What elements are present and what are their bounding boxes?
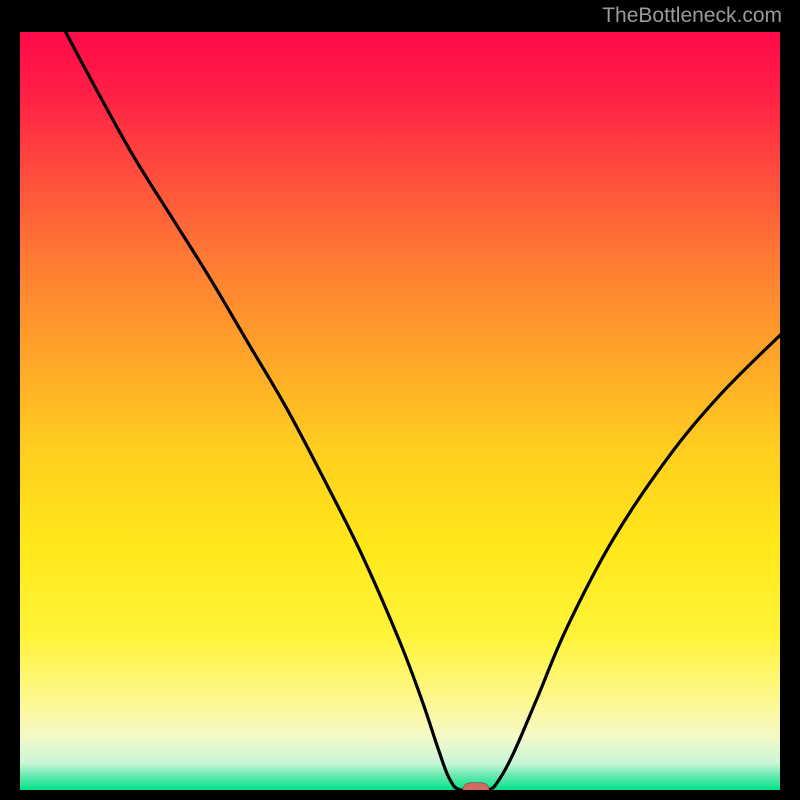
chart-frame <box>20 32 780 790</box>
watermark-text: TheBottleneck.com <box>602 4 782 28</box>
chart-background <box>20 32 780 790</box>
optimal-marker <box>463 783 490 790</box>
bottleneck-chart <box>20 32 780 790</box>
